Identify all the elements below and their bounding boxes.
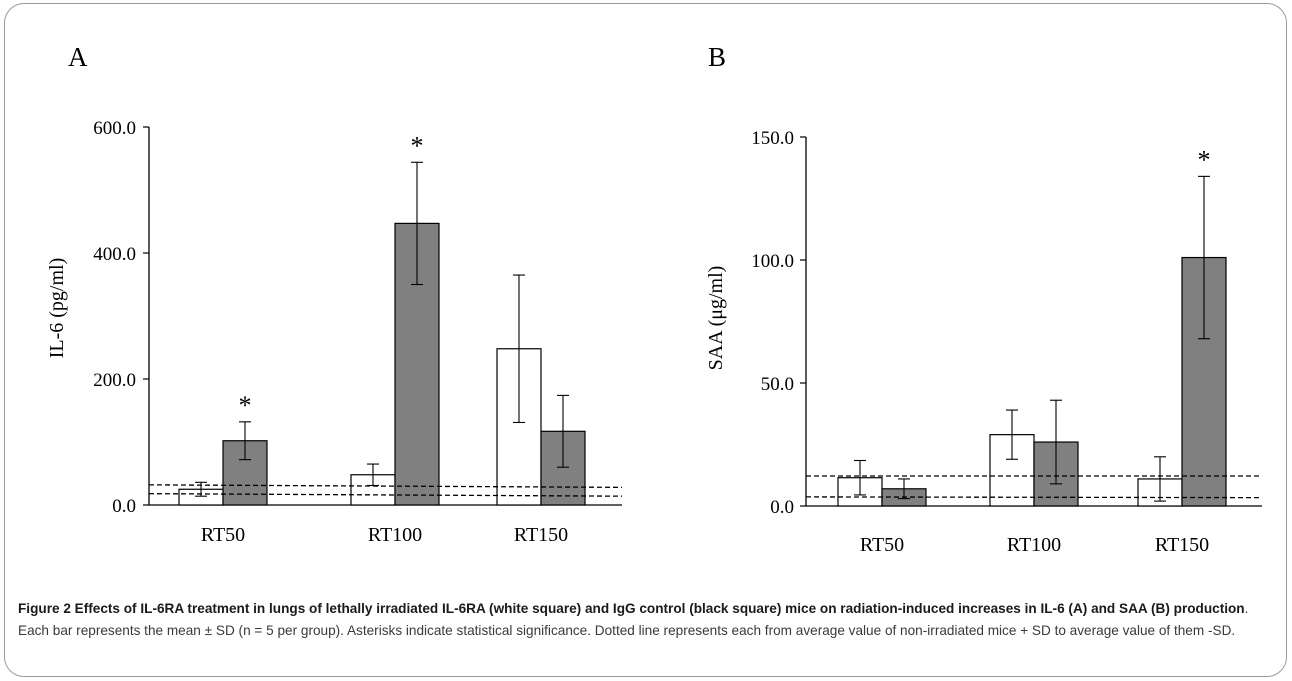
panel-a-ytick-label: 400.0	[93, 244, 136, 265]
figure-canvas: A IL-6 (pg/ml) 0.0 200.0 400.0 600.0 RT5…	[46, 42, 1263, 556]
figure-frame	[4, 3, 1287, 677]
panel-a-chart: A IL-6 (pg/ml) 0.0 200.0 400.0 600.0 RT5…	[46, 42, 623, 546]
panel-a-significance-asterisk: *	[411, 131, 424, 160]
panel-a-reference-line	[148, 493, 623, 497]
panel-a-category-label: RT100	[368, 524, 422, 546]
panel-a-letter: A	[68, 42, 88, 72]
panel-a-y-axis-title: IL-6 (pg/ml)	[46, 258, 68, 359]
panel-b-reference-line	[805, 496, 1263, 499]
panel-b-y-axis-title: SAA (μg/ml)	[705, 266, 727, 371]
panel-b-chart: B SAA (μg/ml) 0.0 50.0 100.0 150.0 RT50 …	[705, 42, 1263, 556]
panel-a-reference-line	[148, 484, 623, 489]
panel-a-category-label: RT50	[201, 524, 245, 546]
panel-a-significance-asterisk: *	[239, 391, 252, 420]
panel-b-category-label: RT100	[1007, 534, 1061, 556]
panel-a-ytick-label: 600.0	[93, 118, 136, 139]
panel-b-category-label: RT150	[1155, 534, 1209, 556]
panel-b-ytick-label: 150.0	[751, 128, 794, 149]
panel-a-ytick-label: 200.0	[93, 370, 136, 391]
panel-a-category-label: RT150	[514, 524, 568, 546]
panel-b-significance-asterisk: *	[1198, 145, 1211, 174]
panel-a-ytick-label: 0.0	[112, 496, 136, 517]
panel-b-category-label: RT50	[860, 534, 904, 556]
panel-b-letter: B	[708, 42, 726, 72]
figure-caption: Figure 2 Effects of IL-6RA treatment in …	[18, 598, 1273, 642]
caption-title: Figure 2 Effects of IL-6RA treatment in …	[18, 601, 1245, 616]
caption-body: . Each bar represents the mean ± SD (n =…	[18, 601, 1249, 638]
panel-b-ytick-label: 0.0	[770, 497, 794, 518]
panel-b-ytick-label: 50.0	[761, 374, 794, 395]
panel-b-ytick-label: 100.0	[751, 251, 794, 272]
